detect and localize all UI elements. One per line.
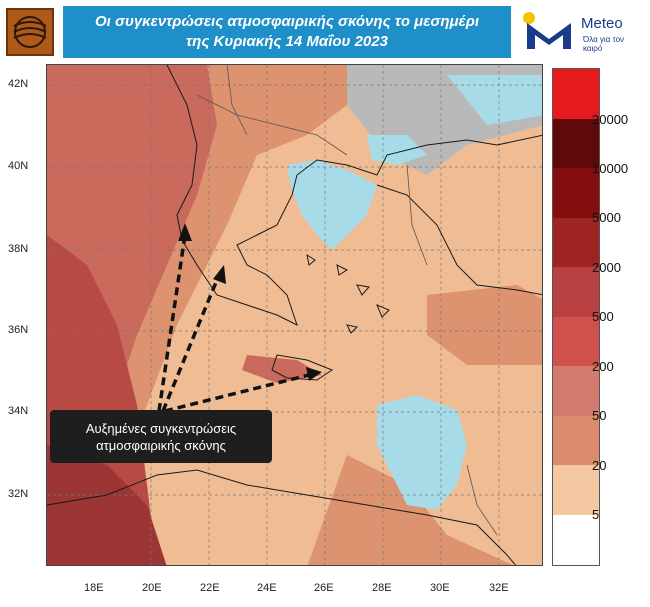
aegean-low	[287, 160, 377, 250]
legend-label-20000: 20000	[592, 112, 629, 127]
title-line-2: της Κυριακής 14 Μαΐου 2023	[186, 33, 388, 50]
legend-label-5: 5	[592, 507, 600, 522]
legend-label-10000: 10000	[592, 161, 629, 176]
lon-tick-30e: 30E	[430, 582, 450, 594]
dust-level-medium-east	[427, 285, 542, 365]
legend-swatch-10	[553, 515, 599, 565]
legend-label-5000: 5000	[592, 210, 621, 225]
meteo-logo: Meteo Όλα για τον καιρό	[519, 9, 631, 55]
legend-colorbar	[552, 68, 600, 566]
legend-swatch-2	[553, 119, 599, 168]
country-borders	[196, 65, 498, 536]
lon-tick-24e: 24E	[257, 582, 277, 594]
dust-level-medium-south	[307, 455, 513, 565]
legend-label-50: 50	[592, 408, 607, 423]
lat-tick-38n: 38N	[8, 243, 29, 255]
legend-swatch-4	[553, 218, 599, 267]
header: Οι συγκεντρώσεις ατμοσφαιρικής σκόνης το…	[0, 0, 650, 64]
swirl-icon	[13, 16, 47, 48]
legend-swatch-9	[553, 465, 599, 515]
annotation-line-1: Αυξημένες συγκεντρώσεις	[85, 420, 237, 436]
dust-logo	[6, 8, 54, 56]
marmara-low	[367, 135, 427, 165]
legend-label-500: 500	[592, 309, 614, 324]
lon-tick-26e: 26E	[314, 582, 334, 594]
legend-swatch-1	[553, 69, 599, 119]
brand-tagline: Όλα για τον καιρό	[583, 35, 625, 53]
graticule	[47, 65, 542, 565]
black-sea-low	[447, 75, 542, 125]
lon-tick-32e: 32E	[489, 582, 509, 594]
coastlines	[47, 65, 542, 565]
east-med-low	[377, 395, 467, 510]
lat-tick-34n: 34N	[8, 405, 29, 417]
legend-swatch-7	[553, 366, 599, 416]
annotation-arrows	[157, 234, 310, 413]
map-title: Οι συγκεντρώσεις ατμοσφαιρικής σκόνης το…	[63, 6, 511, 58]
legend-swatch-8	[553, 416, 599, 465]
lat-tick-32n: 32N	[8, 488, 29, 500]
dust-map-svg	[47, 65, 542, 565]
dust-annotation-box: Αυξημένες συγκεντρώσεις ατμοσφαιρικής σκ…	[50, 410, 272, 463]
lon-tick-20e: 20E	[142, 582, 162, 594]
lon-tick-28e: 28E	[372, 582, 392, 594]
brand-name: Meteo	[581, 15, 623, 32]
legend-swatch-3	[553, 168, 599, 218]
legend-label-200: 200	[592, 359, 614, 374]
legend-swatch-6	[553, 317, 599, 366]
lon-tick-18e: 18E	[84, 582, 104, 594]
meteo-m-icon	[523, 12, 571, 49]
dust-map	[46, 64, 543, 566]
legend-label-20: 20	[592, 458, 607, 473]
legend-label-2000: 2000	[592, 260, 621, 275]
lat-tick-40n: 40N	[8, 160, 29, 172]
annotation-line-2: ατμοσφαιρικής σκόνης	[96, 437, 226, 453]
title-line-1: Οι συγκεντρώσεις ατμοσφαιρικής σκόνης το…	[95, 13, 479, 30]
dust-level-extreme	[47, 445, 167, 565]
dust-level-high-crete	[242, 355, 322, 383]
lat-tick-36n: 36N	[8, 324, 29, 336]
lon-tick-22e: 22E	[200, 582, 220, 594]
legend-swatch-5	[553, 267, 599, 317]
arrow-heads	[178, 223, 322, 381]
lat-tick-42n: 42N	[8, 78, 29, 90]
